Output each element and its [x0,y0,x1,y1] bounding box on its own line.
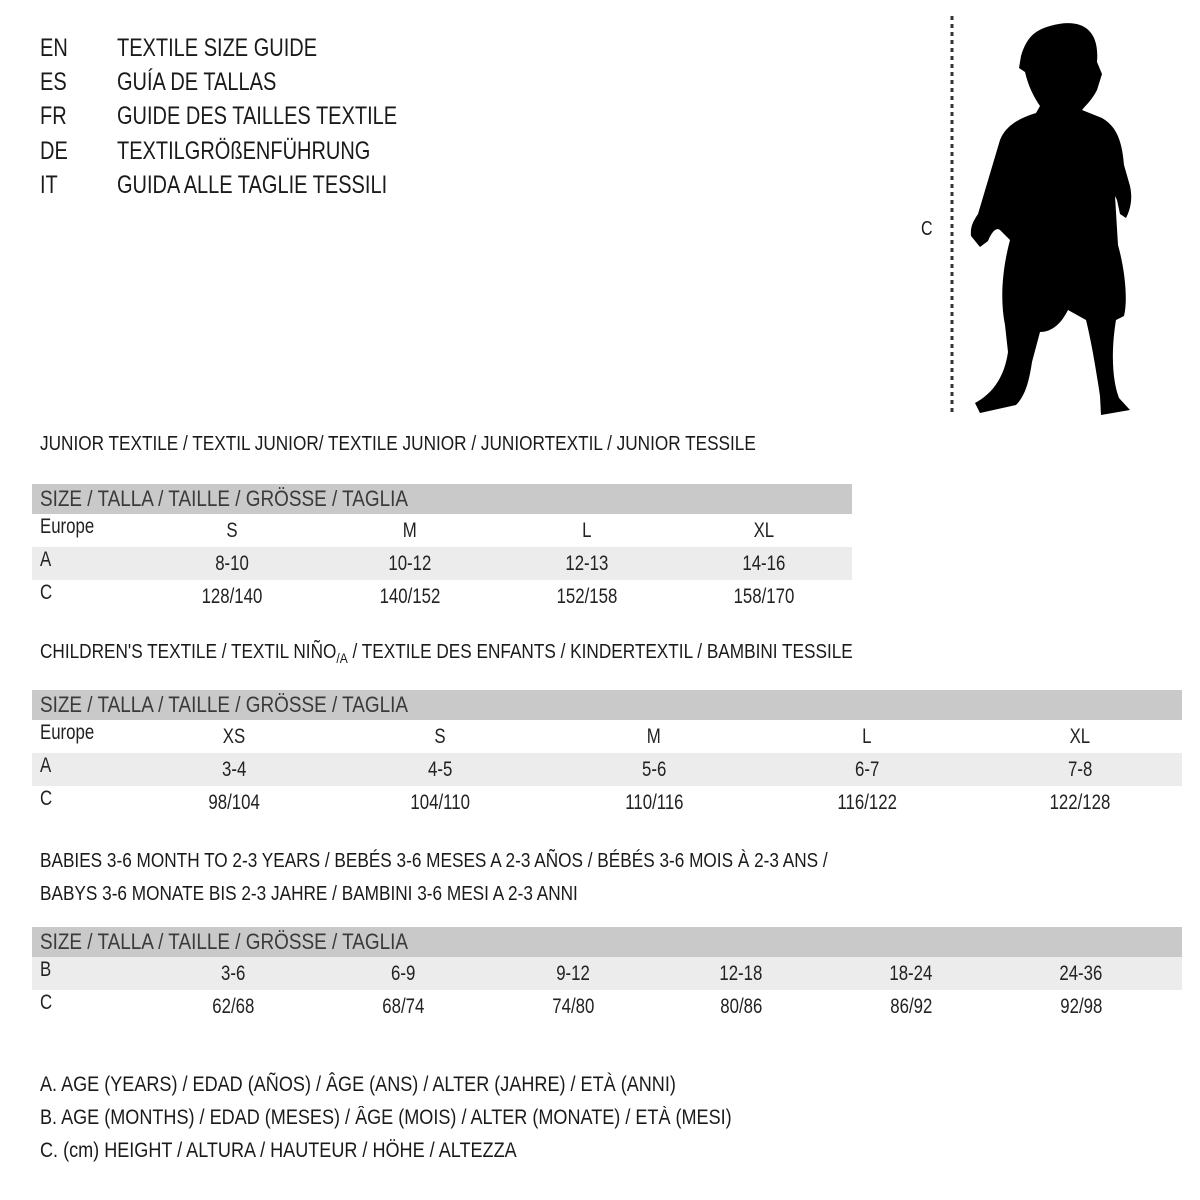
table-cell: 86/92 [889,995,933,1018]
table-cell: 12-13 [565,552,609,575]
section-title-junior: JUNIOR TEXTILE / TEXTIL JUNIOR/ TEXTILE … [40,433,756,455]
table-cell: 140/152 [379,585,441,608]
table-cell: 8-10 [215,552,249,575]
table-cell: 7-8 [1067,758,1093,781]
table-cell: XS [222,725,246,748]
table-cell: 10-12 [388,552,432,575]
table-cell: 74/80 [551,995,595,1018]
table-cell: 12-18 [719,962,763,985]
lang-title: GUIDA ALLE TAGLIE TESSILI [117,171,388,199]
table-cell: L [862,725,872,748]
table-cell: S [434,725,446,748]
table-cell: 128/140 [201,585,263,608]
size-table-children: SIZE / TALLA / TAILLE / GRÖSSE / TAGLIA E… [32,690,1182,819]
table-cell: 9-12 [556,962,590,985]
lang-code: EN [40,34,68,62]
section-title-babies-line1: BABIES 3-6 MONTH TO 2-3 YEARS / BEBÉS 3-… [40,850,828,872]
lang-title: TEXTILGRÖßENFÜHRUNG [117,137,371,165]
table-cell: 62/68 [211,995,255,1018]
table-cell: 5-6 [641,758,667,781]
row-label: C [40,581,53,604]
table-cell: 3-4 [221,758,247,781]
table-cell: 18-24 [889,962,933,985]
table-row: A 8-10 10-12 12-13 14-16 [32,547,852,580]
table-row: Europe XS S M L XL [32,720,1182,753]
table-row: B 3-6 6-9 9-12 12-18 18-24 24-36 [32,957,1182,990]
table-cell: 80/86 [719,995,763,1018]
table-cell: M [647,725,661,748]
table-cell: XL [753,519,775,542]
row-label: B [40,958,52,981]
row-label: A [40,548,52,571]
lang-code: DE [40,137,68,165]
legend-b: B. AGE (MONTHS) / EDAD (MESES) / ÂGE (MO… [40,1106,732,1129]
table-cell: 92/98 [1059,995,1103,1018]
table-header: SIZE / TALLA / TAILLE / GRÖSSE / TAGLIA [32,927,1182,957]
table-row: C 62/68 68/74 74/80 80/86 86/92 92/98 [32,990,1182,1023]
table-cell: 98/104 [208,791,260,814]
size-table-babies: SIZE / TALLA / TAILLE / GRÖSSE / TAGLIA B… [32,927,1182,1023]
table-header: SIZE / TALLA / TAILLE / GRÖSSE / TAGLIA [32,484,852,514]
legend-c: C. (cm) HEIGHT / ALTURA / HAUTEUR / HÖHE… [40,1139,517,1162]
table-cell: 158/170 [733,585,795,608]
table-header: SIZE / TALLA / TAILLE / GRÖSSE / TAGLIA [32,690,1182,720]
table-row: Europe S M L XL [32,514,852,547]
table-cell: 6-7 [854,758,880,781]
table-cell: 116/122 [837,791,897,814]
row-label: C [40,991,53,1014]
table-cell: 122/128 [1049,791,1111,814]
lang-code: IT [40,171,58,199]
row-label: A [40,754,52,777]
lang-code: FR [40,102,67,130]
table-cell: 14-16 [742,552,786,575]
lang-title: TEXTILE SIZE GUIDE [117,34,318,62]
lang-code: ES [40,68,67,96]
lang-title: GUIDE DES TAILLES TEXTILE [117,102,398,130]
table-cell: 24-36 [1059,962,1103,985]
table-cell: 3-6 [220,962,246,985]
child-silhouette-icon [950,16,1132,416]
table-cell: 110/116 [624,791,684,814]
section-title-babies-line2: BABYS 3-6 MONATE BIS 2-3 JAHRE / BAMBINI… [40,883,578,905]
table-cell: 4-5 [427,758,453,781]
row-label: Europe [40,721,95,744]
row-label: Europe [40,515,95,538]
table-row: A 3-4 4-5 5-6 6-7 7-8 [32,753,1182,786]
height-label: C [921,218,933,240]
table-cell: 104/110 [410,791,470,814]
table-cell: M [403,519,417,542]
table-cell: 68/74 [381,995,425,1018]
table-row: C 128/140 140/152 152/158 158/170 [32,580,852,613]
table-cell: 152/158 [556,585,618,608]
section-title-children: CHILDREN'S TEXTILE / TEXTIL NIÑO/A / TEX… [40,641,853,666]
row-label: C [40,787,53,810]
table-cell: L [582,519,592,542]
table-cell: 6-9 [390,962,416,985]
table-cell: S [226,519,238,542]
size-table-junior: SIZE / TALLA / TAILLE / GRÖSSE / TAGLIA E… [32,484,852,613]
table-row: C 98/104 104/110 110/116 116/122 122/128 [32,786,1182,819]
table-cell: XL [1069,725,1091,748]
lang-title: GUÍA DE TALLAS [117,68,277,96]
legend-a: A. AGE (YEARS) / EDAD (AÑOS) / ÂGE (ANS)… [40,1073,676,1096]
